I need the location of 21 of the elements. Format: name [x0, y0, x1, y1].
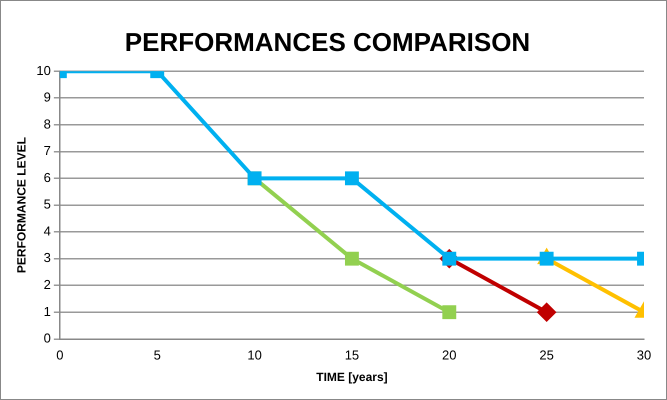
- y-tick-label: 5: [44, 196, 51, 212]
- x-tick-label: 10: [247, 347, 262, 362]
- x-tick-label: 20: [442, 347, 457, 362]
- y-tick-label: 10: [36, 62, 51, 78]
- chart-title: PERFORMANCES COMPARISON: [124, 26, 530, 57]
- y-tick-label: 1: [44, 304, 51, 319]
- x-axis-title: TIME [years]: [316, 370, 388, 384]
- y-tick-label: 8: [44, 116, 51, 132]
- y-tick-label: 4: [44, 223, 51, 238]
- x-tick-label: 30: [636, 347, 652, 362]
- y-tick-label: 3: [44, 250, 51, 266]
- y-tick-label: 7: [44, 143, 51, 158]
- y-tick-label: 0: [44, 330, 51, 346]
- x-tick-label: 15: [344, 347, 360, 362]
- x-tick-label: 5: [154, 347, 161, 362]
- x-tick-label: 0: [56, 347, 64, 362]
- y-tick-label: 2: [44, 277, 51, 292]
- x-tick-label: 25: [539, 347, 554, 362]
- y-tick-label: 9: [44, 90, 51, 105]
- y-axis-title: PERFORMANCE LEVEL: [14, 137, 29, 274]
- y-tick-label: 6: [44, 170, 51, 185]
